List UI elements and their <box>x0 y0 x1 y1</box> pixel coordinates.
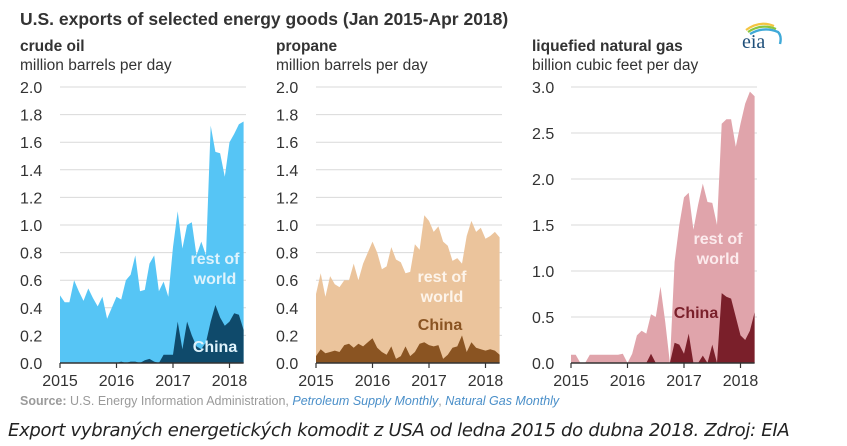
y-tick-label: 3.0 <box>532 80 554 97</box>
x-tick-label: 2016 <box>99 373 135 390</box>
x-tick-label: 2017 <box>155 373 191 390</box>
y-tick-label: 1.0 <box>276 218 298 235</box>
y-tick-label: 0.6 <box>20 273 42 290</box>
panel-unit-crude-oil: million barrels per day <box>20 57 172 74</box>
x-tick-label: 2015 <box>298 373 334 390</box>
series-label-rest-of-world: rest of <box>418 269 468 286</box>
series-label-rest-of-world: world <box>420 289 464 306</box>
area-china <box>60 305 244 363</box>
image-caption: Export vybraných energetických komodit z… <box>8 420 790 441</box>
area-rest-of-world <box>316 215 500 363</box>
series-label-china: China <box>418 317 463 334</box>
eia-logo-text: eia <box>742 31 765 52</box>
y-tick-label: 0.0 <box>276 356 298 373</box>
y-tick-label: 2.0 <box>532 172 554 189</box>
area-rest-of-world <box>60 121 244 363</box>
y-tick-label: 2.5 <box>532 126 554 143</box>
source-separator: , <box>438 394 442 408</box>
panel-title-lng: liquefied natural gas <box>532 38 683 55</box>
y-tick-label: 0.4 <box>276 301 298 318</box>
series-label-china: China <box>674 305 719 322</box>
y-tick-label: 1.2 <box>276 190 298 207</box>
chart-title: U.S. exports of selected energy goods (J… <box>20 9 509 29</box>
eia-logo: eia <box>738 18 788 53</box>
series-label-rest-of-world: world <box>696 251 740 268</box>
x-tick-label: 2017 <box>411 373 447 390</box>
y-tick-label: 1.8 <box>20 108 42 125</box>
series-label-rest-of-world: world <box>193 271 237 288</box>
source-link-natural-gas-monthly[interactable]: Natural Gas Monthly <box>445 394 560 408</box>
y-tick-label: 0.6 <box>276 273 298 290</box>
series-label-china: China <box>193 339 238 356</box>
y-tick-label: 0.4 <box>20 301 42 318</box>
x-tick-label: 2016 <box>355 373 391 390</box>
y-tick-label: 1.8 <box>276 108 298 125</box>
x-tick-label: 2015 <box>42 373 78 390</box>
panel-title-crude-oil: crude oil <box>20 38 85 55</box>
x-tick-label: 2015 <box>553 373 589 390</box>
panel-title-propane: propane <box>276 38 338 55</box>
y-tick-label: 1.5 <box>532 218 554 235</box>
eia-logo-icon: eia <box>742 22 782 53</box>
y-tick-label: 0.5 <box>532 310 554 327</box>
source-label: Source: <box>20 394 67 408</box>
area-rest-of-world <box>571 91 755 363</box>
y-tick-label: 2.0 <box>276 80 298 97</box>
source-note: Source: U.S. Energy Information Administ… <box>20 394 559 408</box>
series-label-rest-of-world: rest of <box>694 231 744 248</box>
panel-unit-lng: billion cubic feet per day <box>532 57 699 74</box>
y-tick-label: 0.8 <box>20 246 42 263</box>
y-tick-label: 2.0 <box>20 80 42 97</box>
x-tick-label: 2018 <box>212 373 248 390</box>
area-china <box>571 293 755 363</box>
area-china <box>316 335 500 363</box>
y-tick-label: 1.2 <box>20 190 42 207</box>
x-tick-label: 2018 <box>723 373 759 390</box>
y-tick-label: 0.8 <box>276 246 298 263</box>
y-tick-label: 1.0 <box>532 264 554 281</box>
y-tick-label: 0.0 <box>532 356 554 373</box>
y-tick-label: 0.2 <box>276 328 298 345</box>
y-tick-label: 1.4 <box>20 163 42 180</box>
y-tick-label: 0.2 <box>20 328 42 345</box>
x-tick-label: 2017 <box>666 373 702 390</box>
source-link-petroleum-supply-monthly[interactable]: Petroleum Supply Monthly <box>292 394 439 408</box>
panel-unit-propane: million barrels per day <box>276 57 428 74</box>
y-tick-label: 1.6 <box>20 135 42 152</box>
series-label-rest-of-world: rest of <box>191 251 241 268</box>
y-tick-label: 1.0 <box>20 218 42 235</box>
x-tick-label: 2016 <box>610 373 646 390</box>
source-agency: U.S. Energy Information Administration, <box>70 394 289 408</box>
y-tick-label: 1.6 <box>276 135 298 152</box>
y-tick-label: 1.4 <box>276 163 298 180</box>
y-tick-label: 0.0 <box>20 356 42 373</box>
x-tick-label: 2018 <box>468 373 504 390</box>
